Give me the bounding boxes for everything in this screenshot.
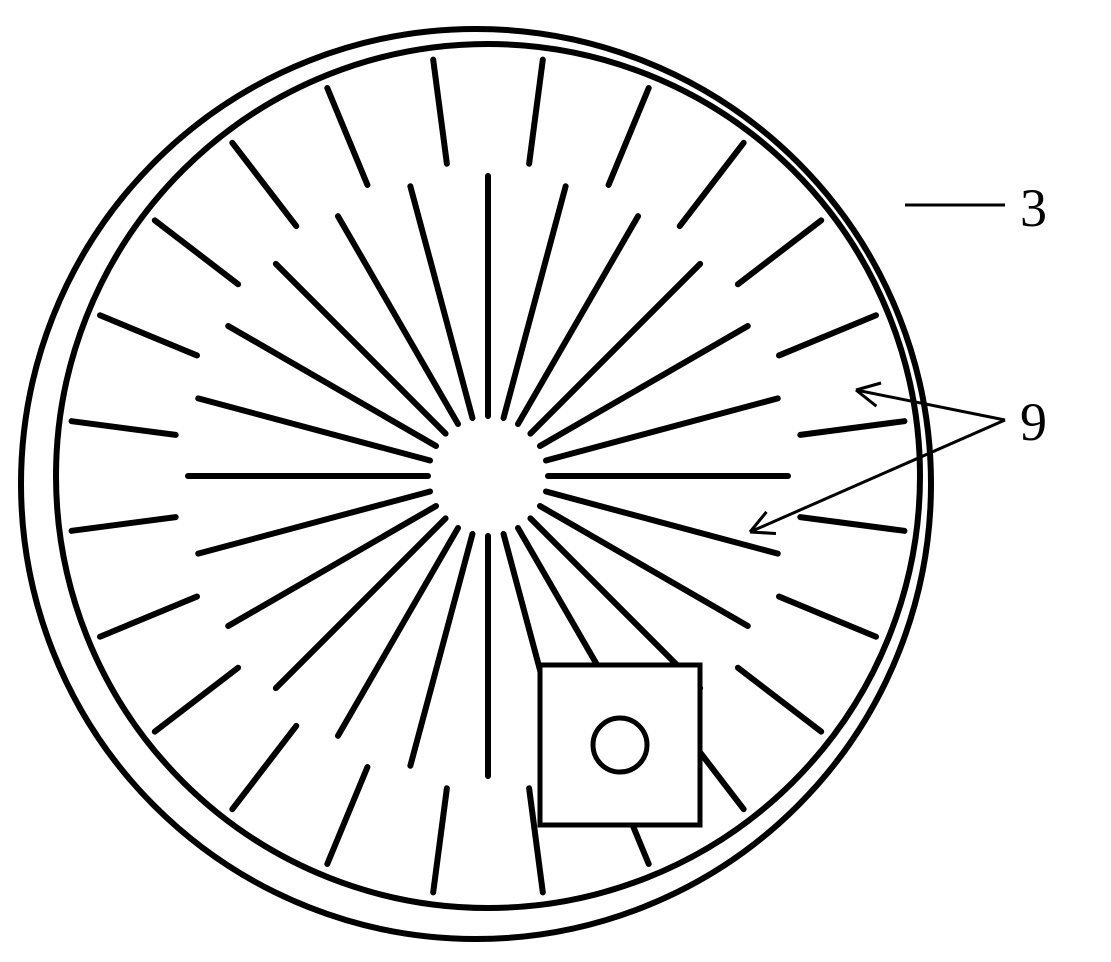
figure-canvas: 3 9 — [0, 0, 1111, 962]
callout-label-9: 9 — [1020, 391, 1047, 453]
callout-label-3: 3 — [1020, 177, 1047, 239]
diagram-svg — [0, 0, 1111, 962]
